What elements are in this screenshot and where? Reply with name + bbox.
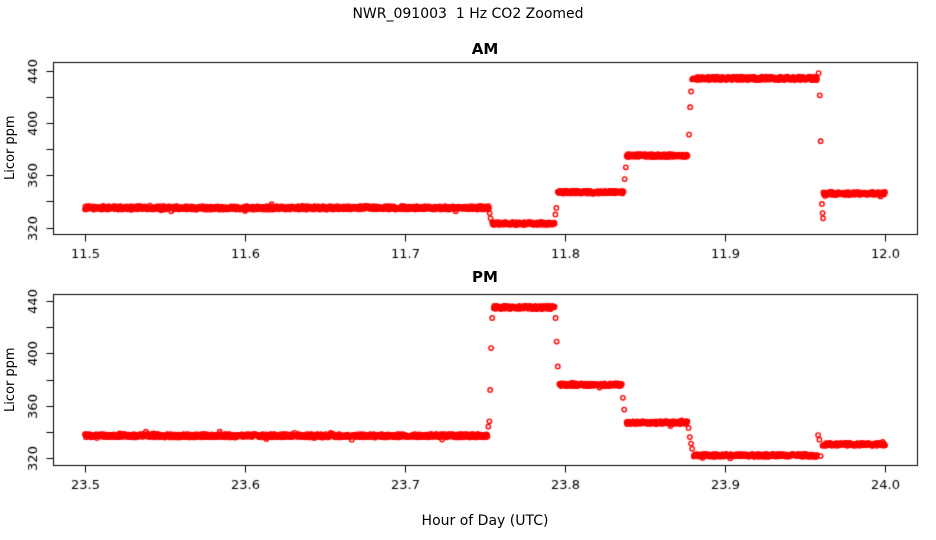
chart-title: NWR_091003 1 Hz CO2 Zoomed — [352, 6, 584, 22]
x-axis-label: Hour of Day (UTC) — [421, 513, 549, 529]
am-panel-title: AM — [471, 40, 499, 58]
pm-y-axis-label: Licor ppm — [3, 347, 18, 412]
pm-panel-title: PM — [472, 268, 498, 286]
am-y-axis-label: Licor ppm — [3, 115, 18, 181]
